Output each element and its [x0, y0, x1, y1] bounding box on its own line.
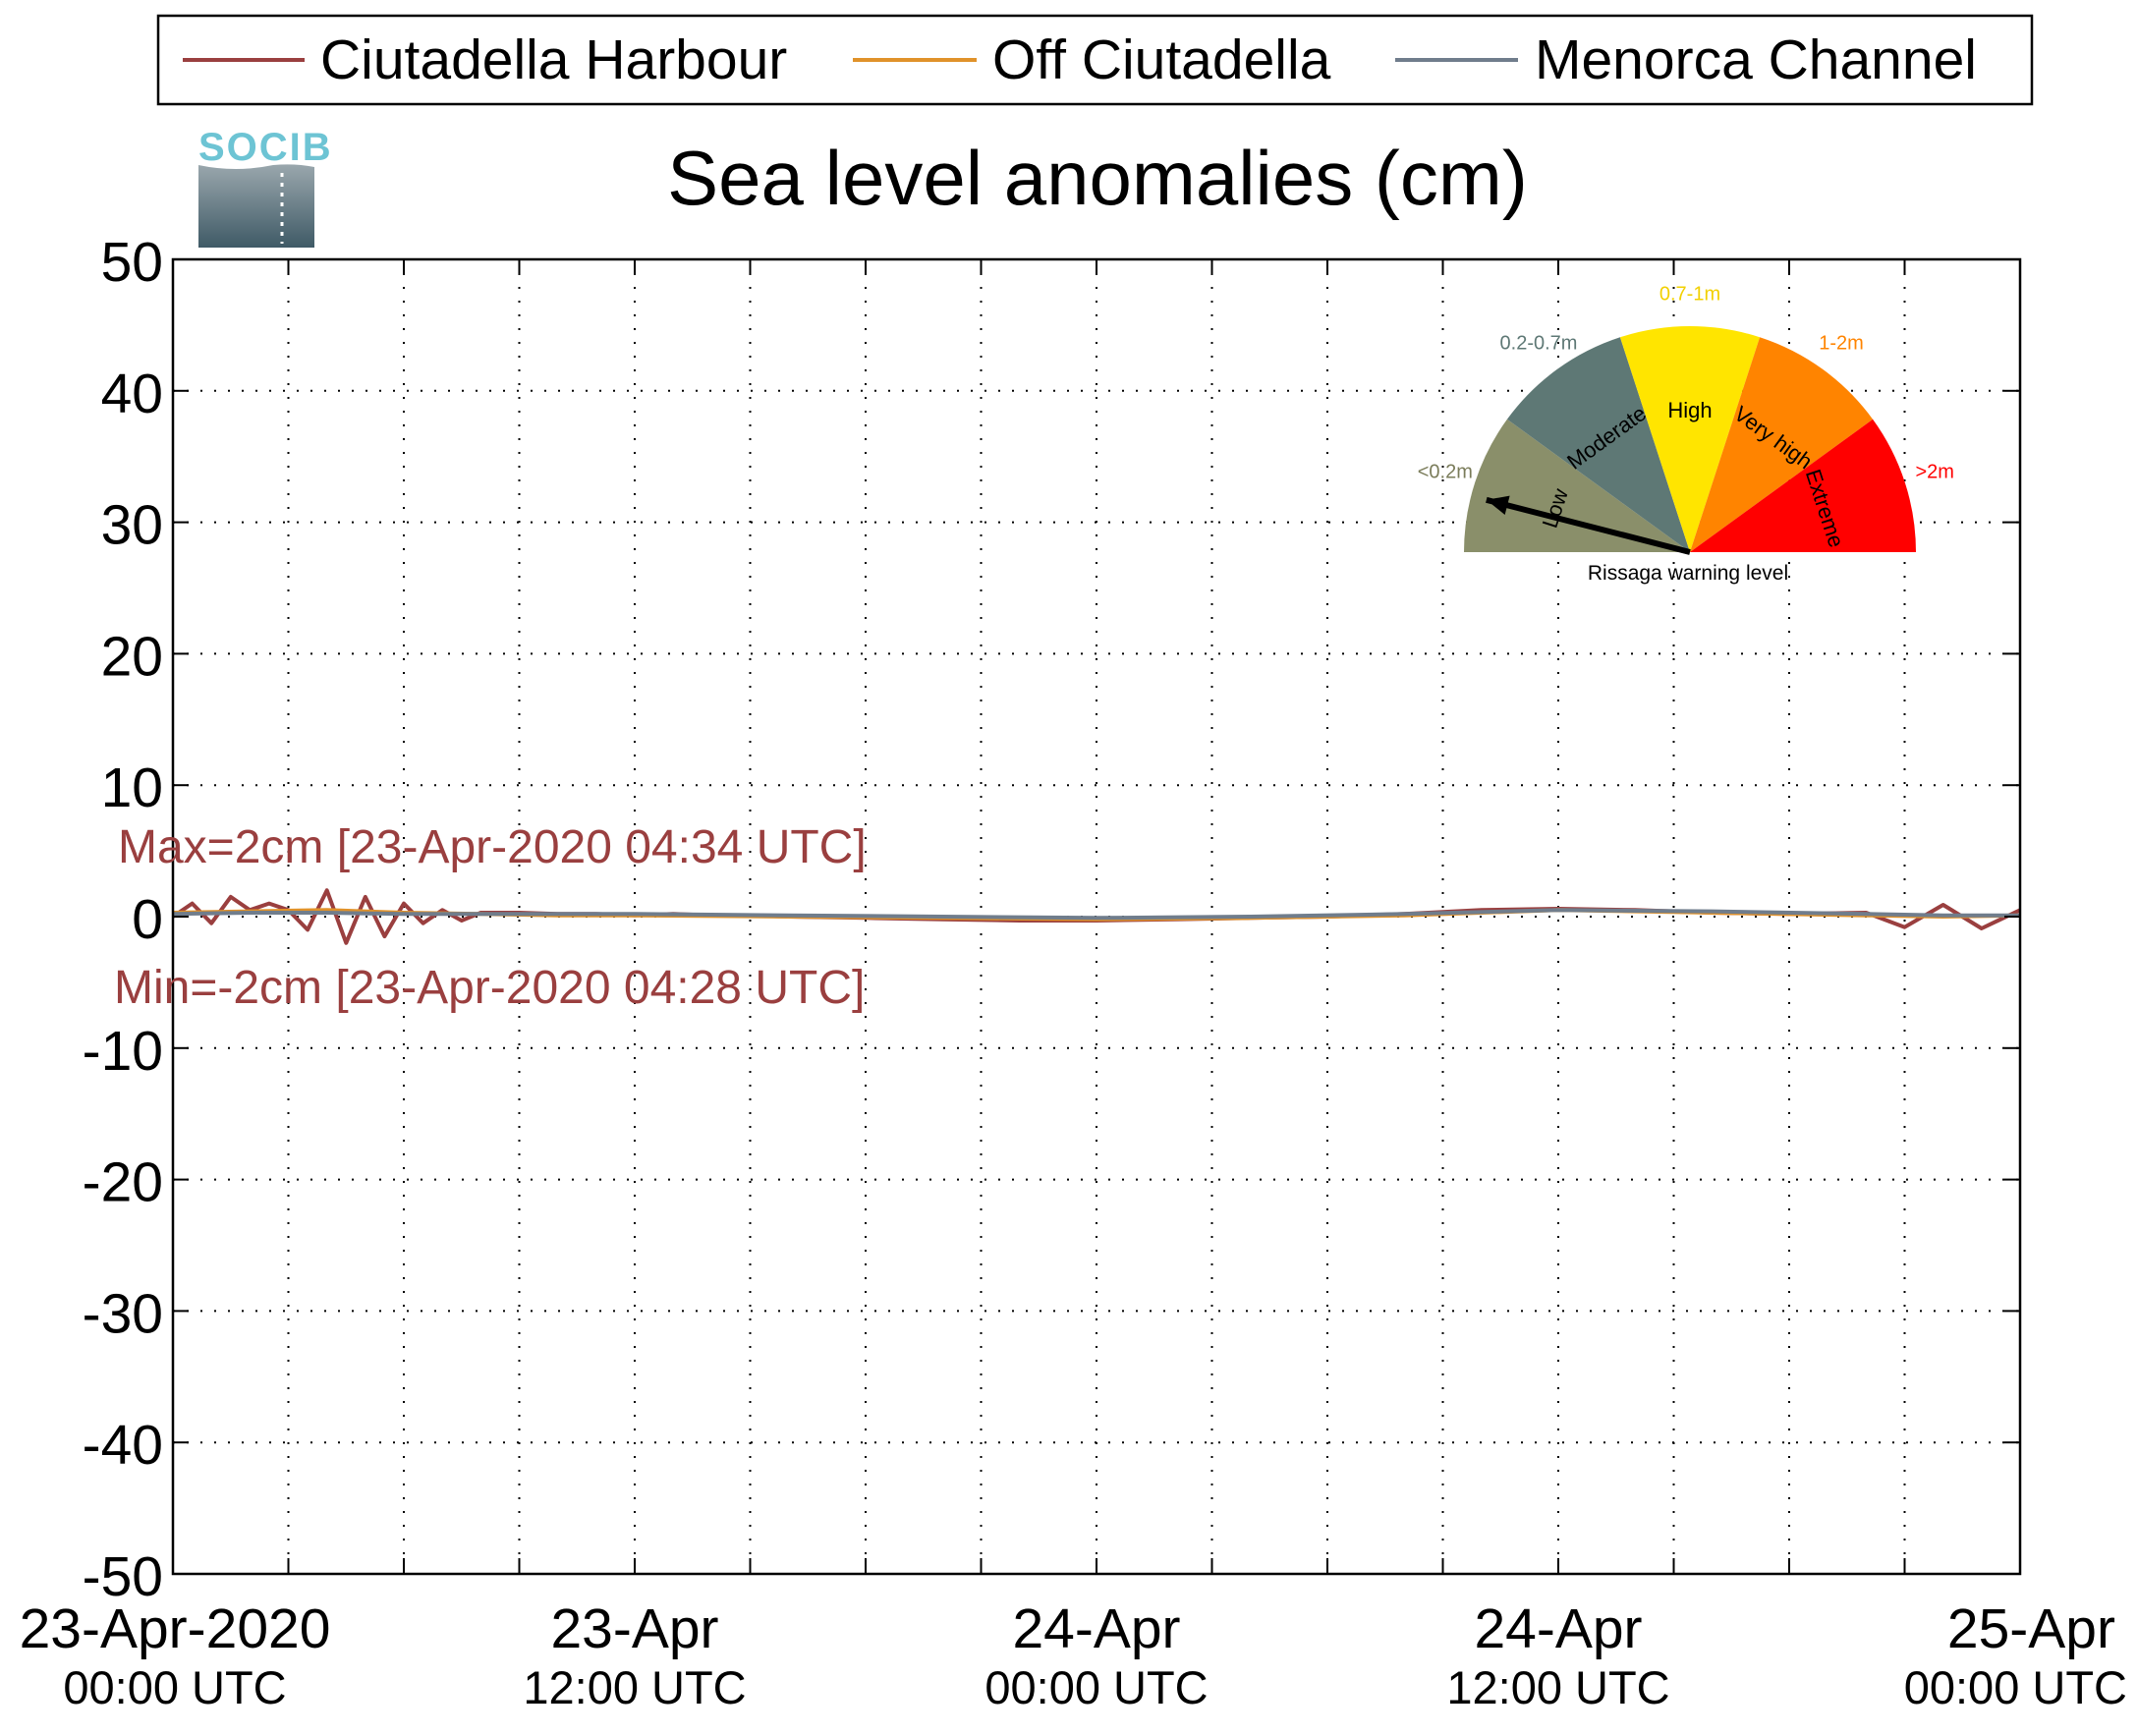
y-tick-label: 40: [101, 363, 163, 425]
x-tick-label-time: 00:00 UTC: [63, 1661, 286, 1713]
legend-label-ciutadella-harbour: Ciutadella Harbour: [320, 28, 787, 91]
y-tick-label: -10: [83, 1020, 163, 1083]
x-tick-label-date: 24-Apr: [1012, 1597, 1180, 1660]
x-tick-label-time: 12:00 UTC: [1446, 1661, 1669, 1713]
y-tick-label: -20: [83, 1151, 163, 1214]
socib-logo: SOCIB: [198, 126, 333, 248]
y-tick-label: -40: [83, 1414, 163, 1477]
gauge-segment-low: [1464, 419, 1690, 552]
gauge-segment-extreme: [1690, 419, 1916, 552]
gauge-segment-label: High: [1667, 398, 1712, 422]
y-tick-label: 50: [101, 231, 163, 294]
gauge-range-label: >2m: [1915, 461, 1953, 482]
x-tick-label-time: 00:00 UTC: [1904, 1661, 2127, 1713]
socib-logo-text: SOCIB: [198, 126, 333, 169]
y-tick-label: 10: [101, 756, 163, 819]
rissaga-warning-gauge: Rissaga warning level Low<0.2m Moderate0.…: [1418, 283, 1954, 585]
x-tick-label-date: 25-Apr: [1947, 1597, 2115, 1660]
gauge-range-label: 0.7-1m: [1659, 283, 1720, 305]
x-tick-label-time: 00:00 UTC: [984, 1661, 1208, 1713]
x-tick-label-time: 12:00 UTC: [523, 1661, 746, 1713]
socib-logo-wave: [198, 164, 314, 248]
max-annotation: Max=2cm [23-Apr-2020 04:34 UTC]: [118, 821, 867, 873]
gauge-range-label: 1-2m: [1819, 332, 1864, 354]
y-tick-label: 20: [101, 625, 163, 688]
gauge-segment-moderate: [1506, 337, 1690, 552]
y-tick-label: 30: [101, 494, 163, 557]
gauge-range-label: <0.2m: [1418, 461, 1473, 482]
gauge-segment-high: [1619, 325, 1761, 552]
x-tick-label-date: 24-Apr: [1474, 1597, 1642, 1660]
data-series: [171, 888, 2021, 945]
gauge-caption: Rissaga warning level: [1588, 562, 1788, 585]
gauge-range-label: 0.2-0.7m: [1500, 332, 1578, 354]
y-tick-label: -50: [83, 1545, 163, 1608]
legend-label-off-ciutadella: Off Ciutadella: [992, 28, 1331, 91]
chart-title: Sea level anomalies (cm): [667, 135, 1528, 221]
legend-label-menorca-channel: Menorca Channel: [1535, 28, 1977, 91]
min-annotation: Min=-2cm [23-Apr-2020 04:28 UTC]: [114, 962, 865, 1014]
x-tick-label-date: 23-Apr: [550, 1597, 718, 1660]
series-line-menorca-channel: [172, 908, 2020, 921]
gauge-needle: [1486, 496, 1691, 555]
gauge-segment-very-high: [1690, 337, 1874, 552]
y-axis-ticks: 50 40 30 20 10 0 -10 -20 -30 -40 -50: [83, 231, 2020, 1608]
x-tick-label-date: 23-Apr-2020: [20, 1597, 331, 1660]
legend: Ciutadella Harbour Off Ciutadella Menorc…: [156, 14, 2034, 106]
y-tick-label: 0: [132, 888, 163, 951]
y-tick-label: -30: [83, 1282, 163, 1345]
legend-box: [156, 14, 2034, 106]
gauge-needle-head: [1486, 495, 1510, 515]
